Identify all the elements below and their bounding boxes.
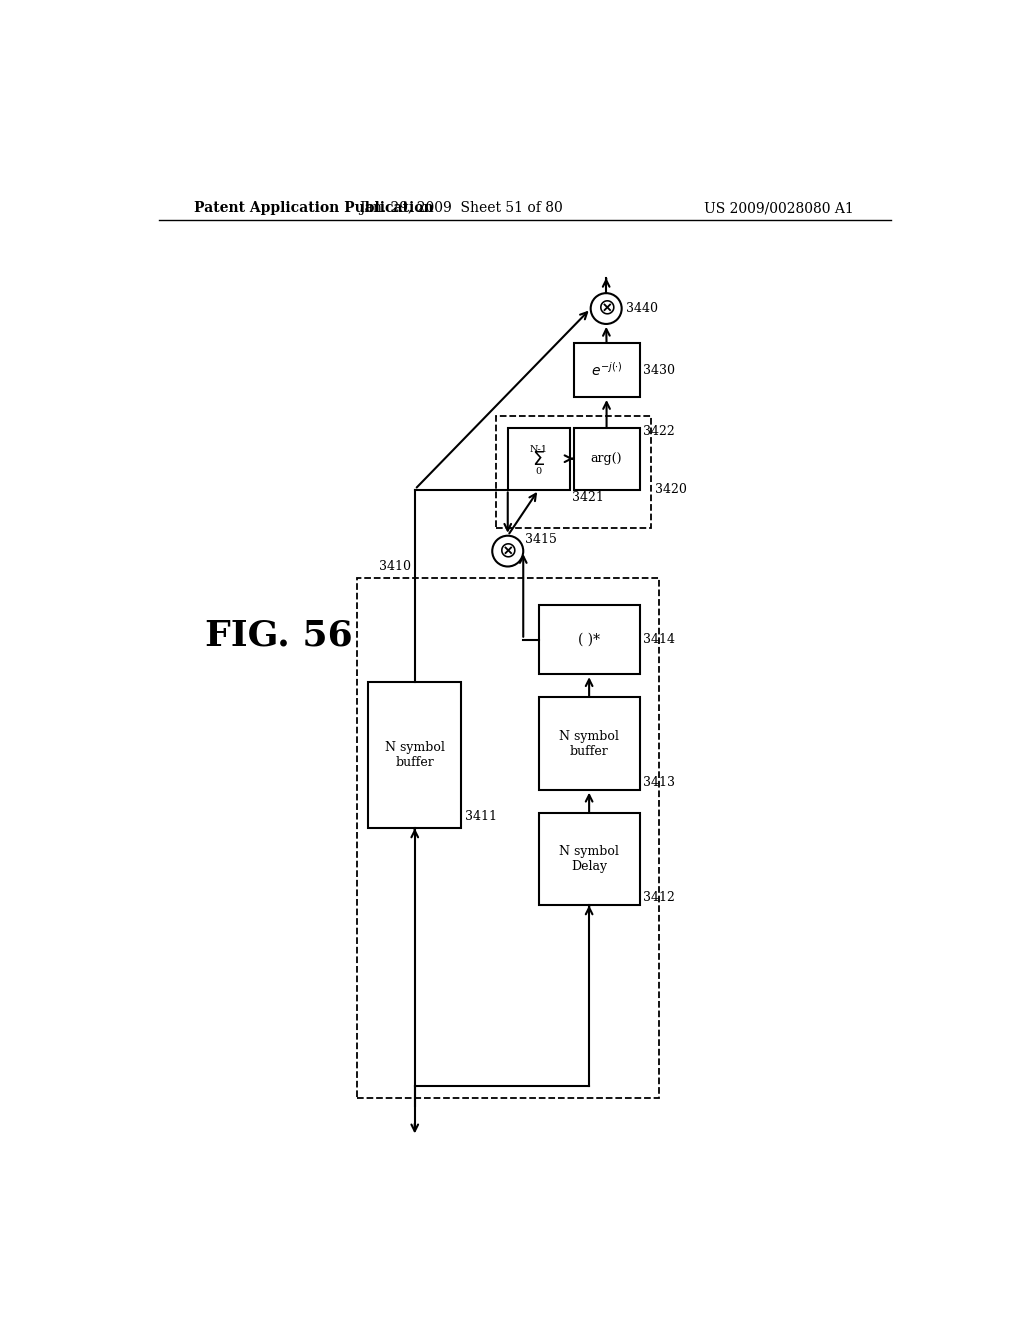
Text: $e^{-j(\cdot)}$: $e^{-j(\cdot)}$ xyxy=(591,362,623,379)
Text: US 2009/0028080 A1: US 2009/0028080 A1 xyxy=(705,202,854,215)
Text: 3410: 3410 xyxy=(379,560,412,573)
Text: $\otimes$: $\otimes$ xyxy=(499,541,517,561)
Text: Patent Application Publication: Patent Application Publication xyxy=(194,202,433,215)
Text: FIG. 56: FIG. 56 xyxy=(205,619,353,653)
Text: ( )*: ( )* xyxy=(579,632,600,647)
Bar xyxy=(539,813,640,906)
Bar xyxy=(356,578,658,1098)
Bar xyxy=(539,605,640,675)
Text: N symbol
buffer: N symbol buffer xyxy=(385,741,444,770)
Text: 3430: 3430 xyxy=(643,363,676,376)
Text: arg(): arg() xyxy=(591,453,623,465)
Text: 3414: 3414 xyxy=(643,634,676,647)
Text: 3422: 3422 xyxy=(643,425,675,438)
Bar xyxy=(539,697,640,789)
Text: 3411: 3411 xyxy=(465,810,497,824)
Text: 3421: 3421 xyxy=(572,491,604,504)
Text: Jan. 29, 2009  Sheet 51 of 80: Jan. 29, 2009 Sheet 51 of 80 xyxy=(359,202,563,215)
Text: N symbol
buffer: N symbol buffer xyxy=(559,730,620,758)
Text: 3440: 3440 xyxy=(626,302,657,315)
Bar xyxy=(573,428,640,490)
Text: 3420: 3420 xyxy=(655,483,687,496)
Bar xyxy=(573,343,640,397)
Text: 3415: 3415 xyxy=(524,533,557,546)
Text: 3412: 3412 xyxy=(643,891,675,904)
Text: N symbol
Delay: N symbol Delay xyxy=(559,845,620,873)
Text: $\Sigma$: $\Sigma$ xyxy=(532,451,545,469)
Bar xyxy=(369,682,461,829)
Bar xyxy=(508,428,569,490)
Text: N-1: N-1 xyxy=(529,445,548,454)
Text: 3413: 3413 xyxy=(643,776,676,788)
Bar xyxy=(496,416,651,528)
Text: 0: 0 xyxy=(536,466,542,475)
Text: $\otimes$: $\otimes$ xyxy=(597,298,615,318)
